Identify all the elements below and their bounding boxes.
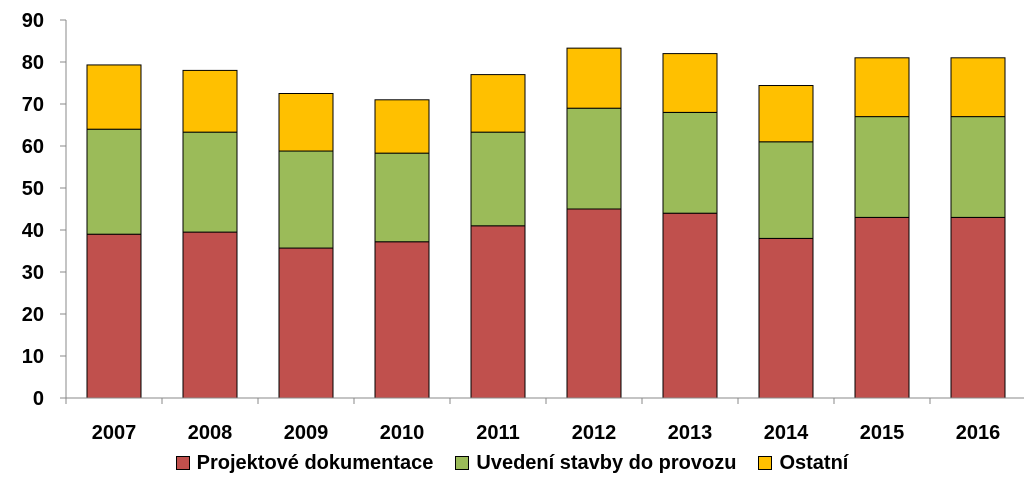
y-tick-label: 70 [22,94,44,116]
y-tick-label: 0 [33,388,44,410]
bar-segment-3 [278,93,334,152]
bar-segment-3 [662,53,718,113]
y-tick-label: 60 [22,136,44,158]
bar-segment-1 [566,208,622,399]
bar-segment-2 [182,131,238,233]
bar-segment-1 [278,247,334,399]
bar-segment-3 [470,74,526,133]
stacked-bar-chart: 0 10 20 30 40 50 60 70 80 90 2007 2008 2009 2010 2011… [22,10,1024,444]
bars [86,47,1006,399]
bar-segment-2 [470,131,526,227]
bar-segment-1 [758,237,814,399]
bar-segment-3 [854,57,910,118]
bar-segment-1 [182,231,238,399]
legend-item: Projektové dokumentace [175,451,434,475]
bar-segment-1 [86,233,142,399]
bar-segment-2 [374,152,430,243]
y-tick-label: 40 [22,220,44,242]
x-tick-label: 2007 [92,422,137,444]
x-tick-label: 2010 [380,422,425,444]
x-tick-label: 2013 [668,422,713,444]
y-tick-label: 80 [22,52,44,74]
bar-segment-3 [950,57,1006,118]
legend-item: Uvedení stavby do provozu [455,452,736,475]
y-tick-label: 20 [22,304,44,326]
bar-segment-3 [566,47,622,109]
bar-segment-2 [566,107,622,210]
legend-swatch [175,456,190,470]
y-tick-label: 10 [22,346,44,368]
legend-label: Projektové dokumentace [196,451,434,474]
bar-segment-2 [86,128,142,235]
legend-item: Ostatní [758,452,848,475]
x-tick-label: 2008 [188,422,233,444]
bar-segment-2 [758,141,814,239]
legend-label: Ostatní [779,451,849,474]
x-tick-label: 2016 [956,422,1001,444]
bar-segment-2 [854,116,910,218]
bar-segment-3 [86,64,142,130]
x-tick-label: 2014 [764,422,809,444]
legend: Projektové dokumentace Uvedení stavby do … [0,448,1024,478]
x-tick-label: 2015 [860,422,905,444]
y-tick-label: 50 [22,178,44,200]
bar-segment-3 [758,85,814,143]
bar-segment-2 [950,116,1006,218]
bar-segment-2 [662,111,718,214]
bar-segment-1 [662,212,718,399]
bar-segment-1 [374,241,430,399]
bar-segment-3 [374,99,430,154]
bar-segment-2 [278,150,334,249]
y-tick-label: 90 [22,10,44,32]
x-tick-label: 2011 [476,422,519,444]
x-tick-label: 2009 [284,422,329,444]
y-axis: 0 10 20 30 40 50 60 70 80 90 [22,10,67,410]
bar-segment-1 [470,225,526,399]
legend-swatch [758,456,773,470]
bar-segment-1 [854,216,910,399]
legend-swatch [455,456,470,470]
legend-label: Uvedení stavby do provozu [476,451,737,474]
x-tick-label: 2012 [572,422,617,444]
y-tick-label: 30 [22,262,44,284]
x-axis: 2007 2008 2009 2010 2011 2012 2013 2014 2015 2016 [65,397,1024,444]
bar-segment-1 [950,216,1006,399]
bar-segment-3 [182,69,238,133]
